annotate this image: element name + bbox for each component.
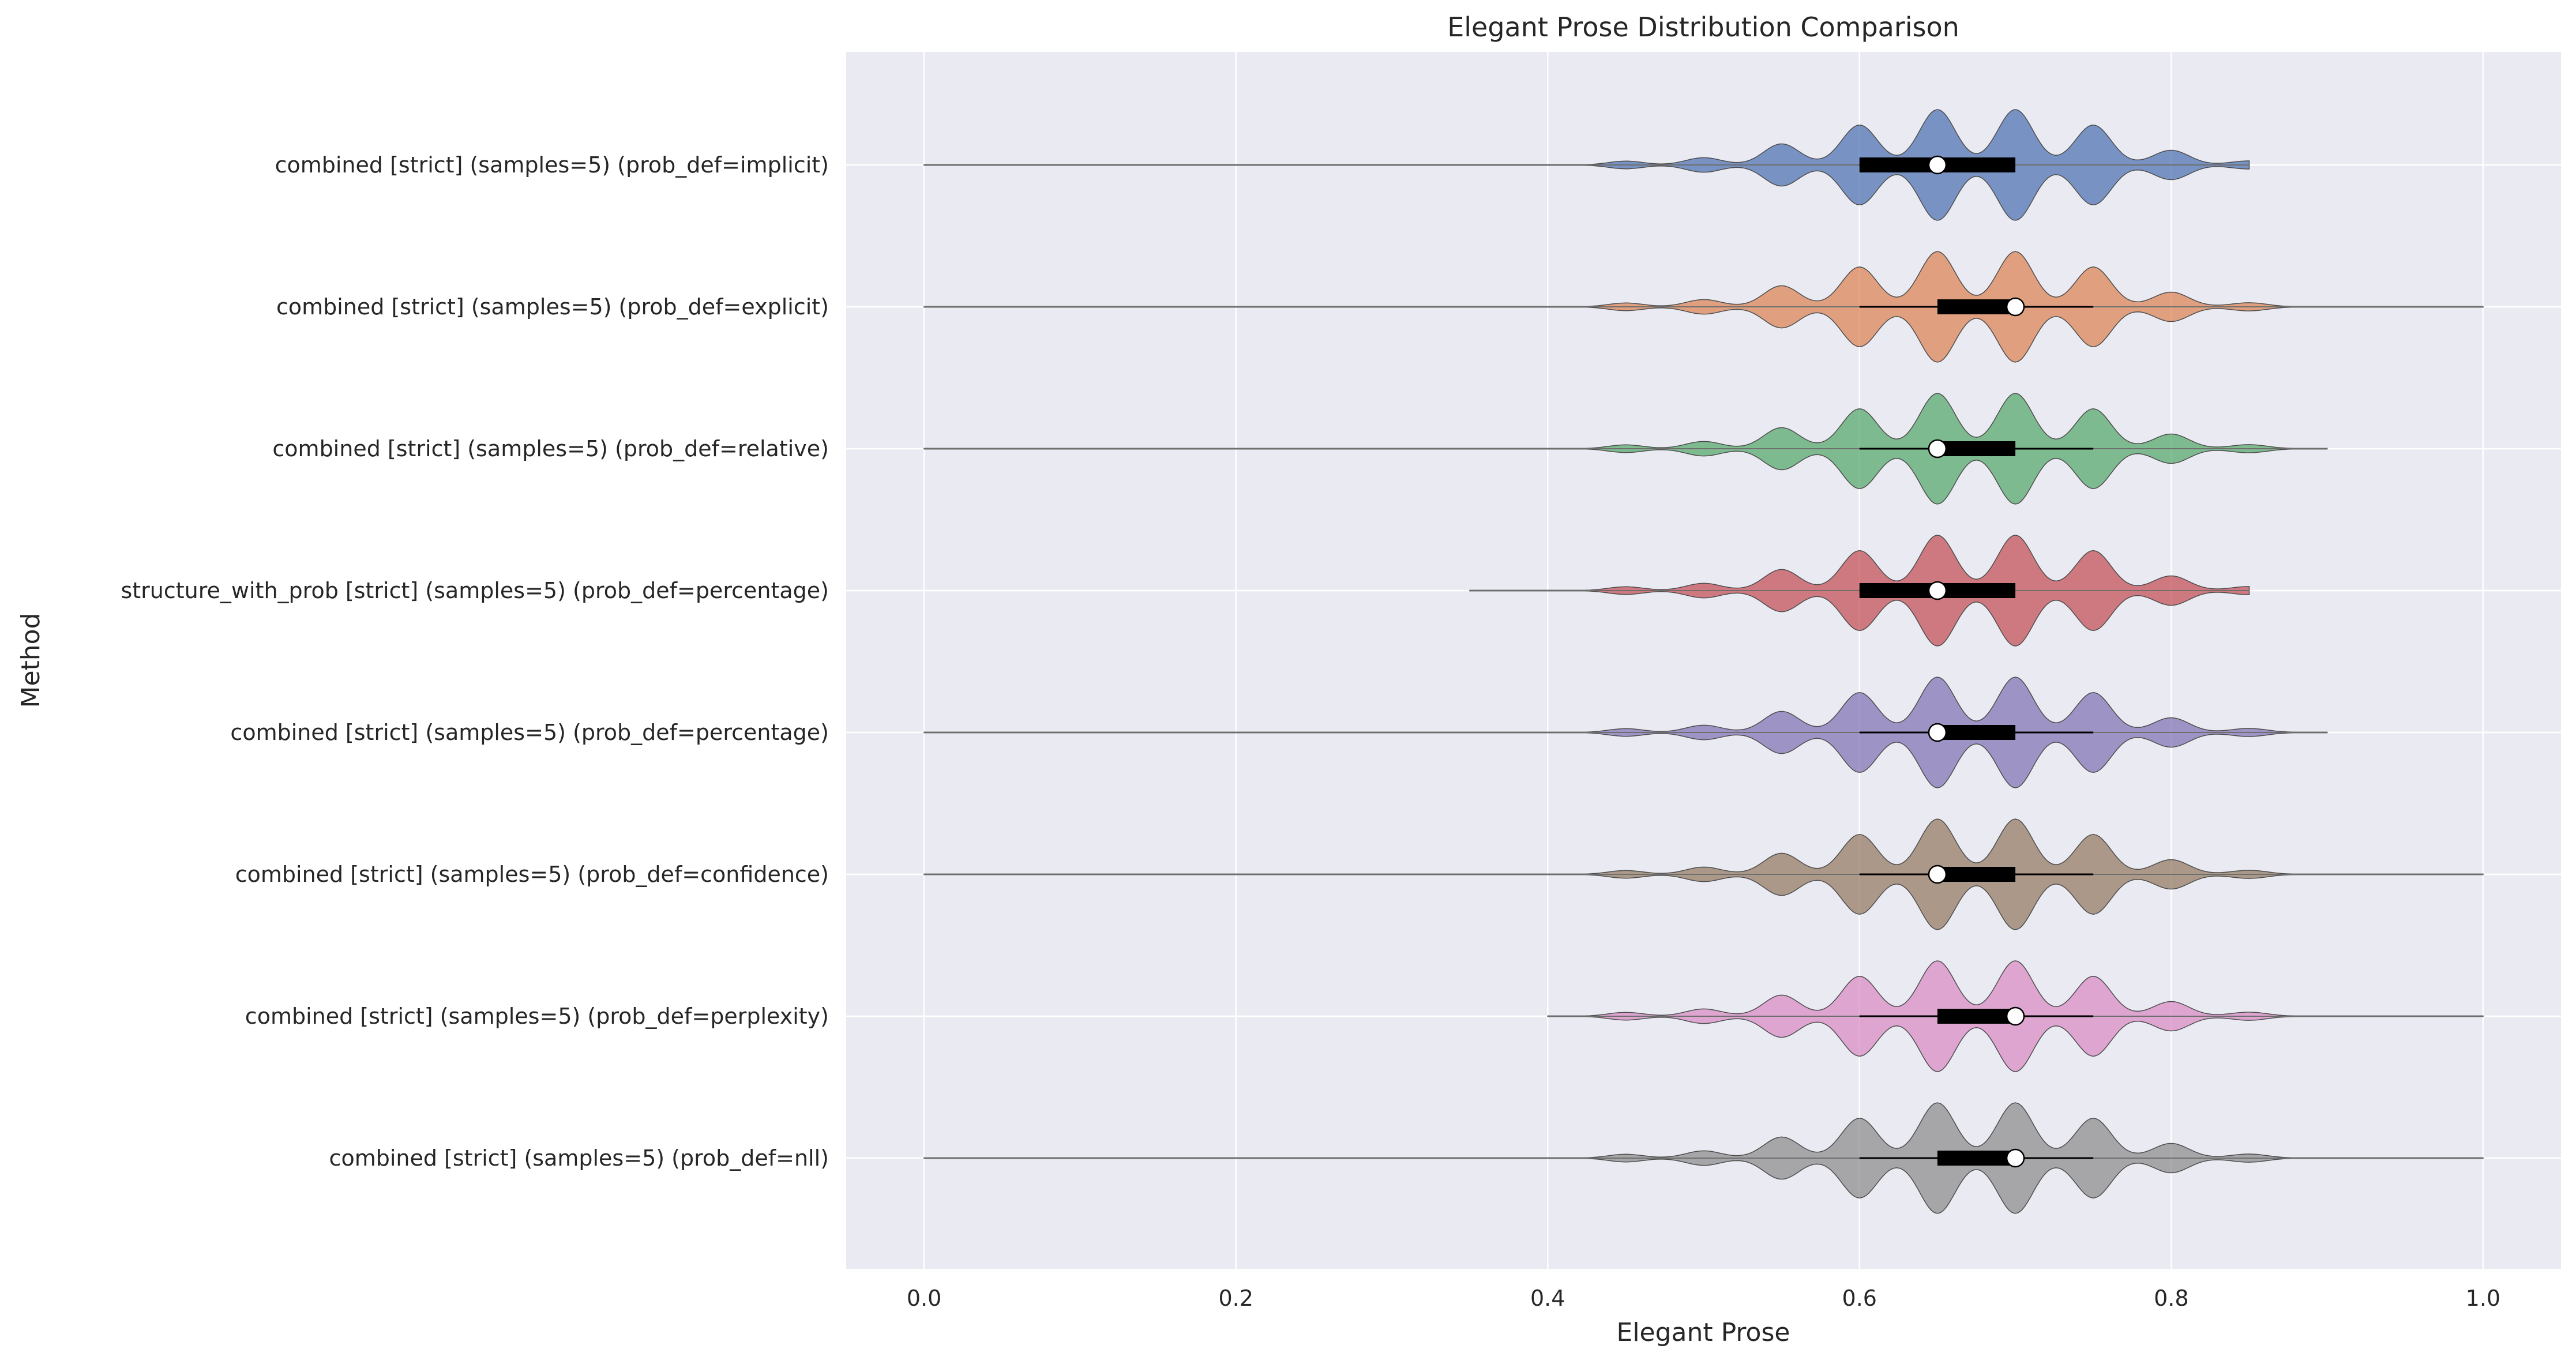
violin-group bbox=[923, 818, 2484, 930]
median-marker bbox=[1928, 439, 1947, 459]
x-tick-label: 0.2 bbox=[1218, 1286, 1253, 1311]
median-marker bbox=[1928, 581, 1947, 600]
x-tick-label: 0.0 bbox=[907, 1286, 941, 1311]
x-axis-label: Elegant Prose bbox=[1617, 1318, 1790, 1347]
y-tick-labels: combined [strict] (samples=5) (prob_def=… bbox=[121, 152, 829, 1171]
x-tick-labels: 0.0 0.2 0.4 0.6 0.8 1.0 bbox=[907, 1286, 2500, 1311]
iqr-box bbox=[1937, 1151, 2016, 1166]
iqr-box bbox=[1937, 1009, 2016, 1024]
violin-group bbox=[923, 251, 2484, 363]
y-tick-label: combined [strict] (samples=5) (prob_def=… bbox=[276, 294, 829, 320]
x-tick-label: 1.0 bbox=[2466, 1286, 2500, 1311]
y-tick-label: structure_with_prob [strict] (samples=5)… bbox=[121, 578, 829, 603]
x-tick-label: 0.8 bbox=[2154, 1286, 2188, 1311]
iqr-box bbox=[1937, 867, 2016, 882]
violin-group bbox=[923, 1102, 2484, 1214]
y-axis-label: Method bbox=[16, 613, 46, 708]
y-tick-label: combined [strict] (samples=5) (prob_def=… bbox=[235, 862, 829, 887]
violin-group bbox=[1469, 535, 2250, 647]
violin-group bbox=[923, 677, 2328, 788]
median-marker bbox=[2006, 297, 2025, 317]
y-tick-label: combined [strict] (samples=5) (prob_def=… bbox=[329, 1145, 829, 1171]
y-tick-label: combined [strict] (samples=5) (prob_def=… bbox=[230, 720, 829, 745]
median-marker bbox=[1928, 865, 1947, 884]
x-tick-label: 0.4 bbox=[1530, 1286, 1565, 1311]
median-marker bbox=[2006, 1006, 2025, 1026]
iqr-box bbox=[1937, 725, 2016, 740]
y-tick-label: combined [strict] (samples=5) (prob_def=… bbox=[275, 152, 829, 178]
median-marker bbox=[1928, 155, 1947, 175]
violin-group bbox=[923, 109, 2250, 221]
iqr-box bbox=[1937, 441, 2016, 456]
y-tick-label: combined [strict] (samples=5) (prob_def=… bbox=[245, 1004, 829, 1029]
violin-group bbox=[1547, 960, 2484, 1072]
chart-title: Elegant Prose Distribution Comparison bbox=[1447, 12, 1959, 43]
plot-background bbox=[846, 52, 2561, 1269]
violin-layer bbox=[923, 109, 2484, 1214]
median-marker bbox=[2006, 1148, 2025, 1168]
iqr-box bbox=[1937, 299, 2016, 314]
median-marker bbox=[1928, 723, 1947, 742]
x-tick-label: 0.6 bbox=[1842, 1286, 1877, 1311]
y-tick-label: combined [strict] (samples=5) (prob_def=… bbox=[272, 436, 829, 461]
violin-group bbox=[923, 393, 2328, 505]
